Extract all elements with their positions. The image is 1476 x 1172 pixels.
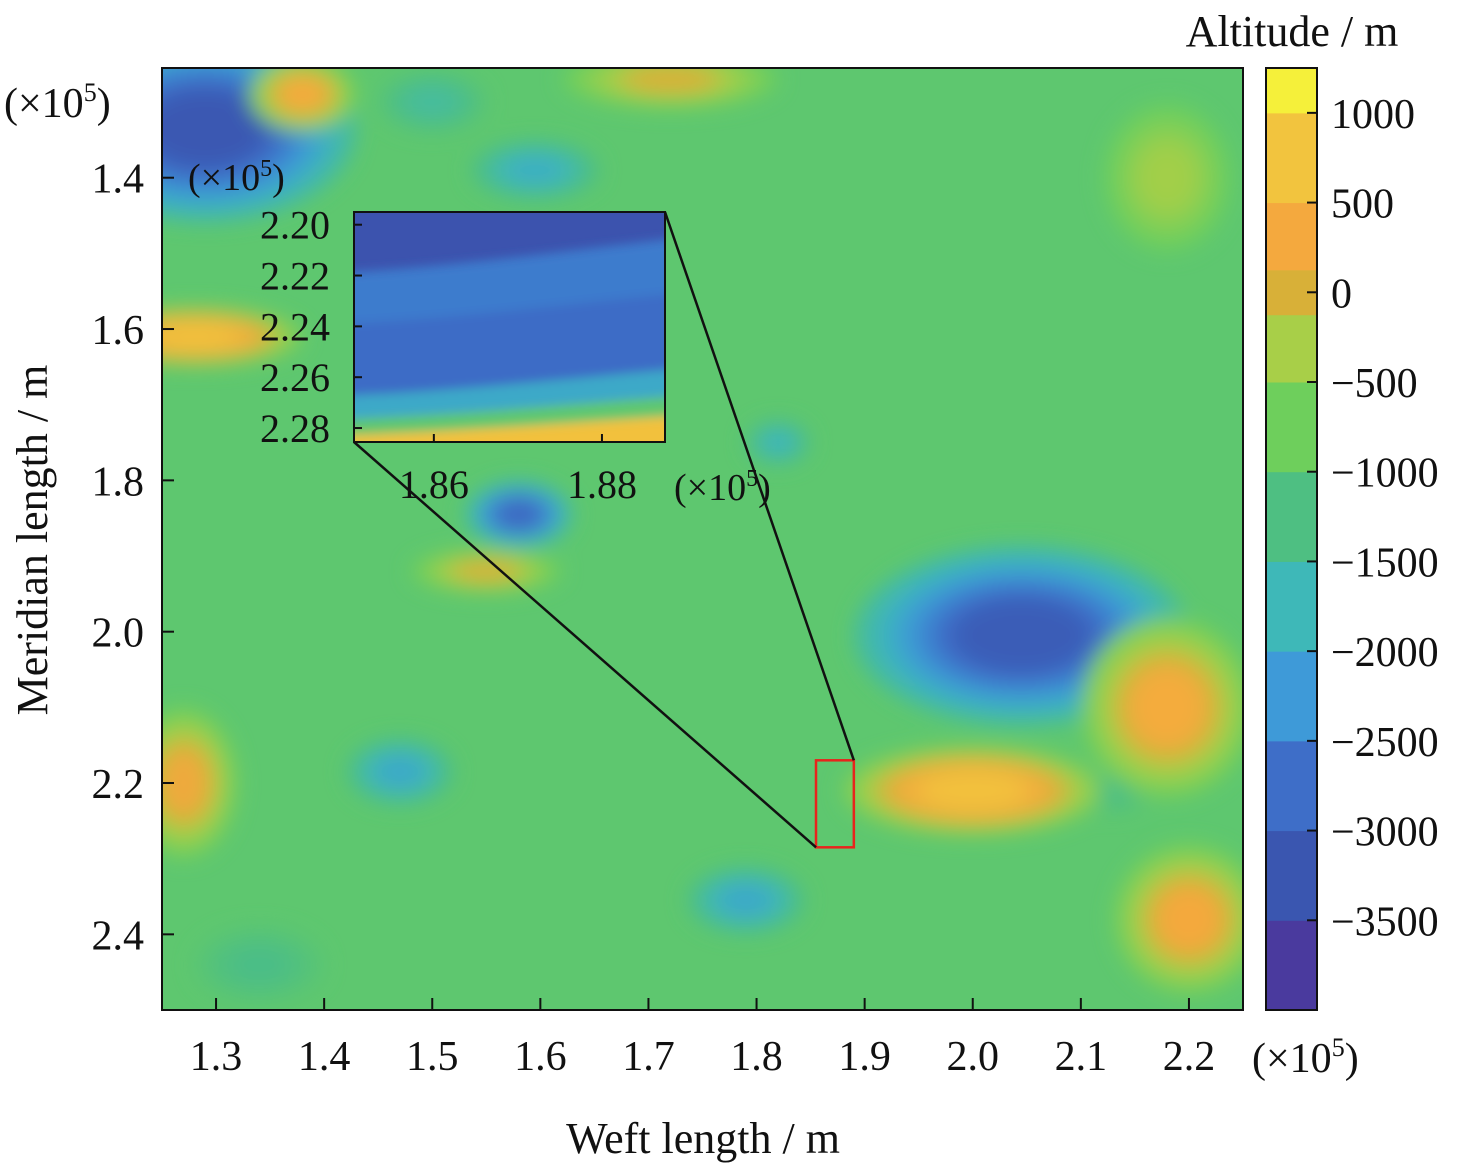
terrain-feature bbox=[497, 500, 541, 529]
colorbar-tick-label: 500 bbox=[1331, 182, 1394, 228]
inset-y-tick-label: 2.28 bbox=[260, 406, 330, 451]
terrain-feature bbox=[456, 562, 517, 581]
y-tick-label: 2.4 bbox=[92, 913, 145, 959]
inset-y-tick-label: 2.20 bbox=[260, 203, 330, 248]
inset-y-tick-label: 2.22 bbox=[260, 254, 330, 299]
inset-x-tick-label: 1.88 bbox=[567, 462, 637, 507]
colorbar-swatch bbox=[1266, 920, 1317, 1011]
colorbar-tick-label: −3000 bbox=[1331, 810, 1439, 856]
inset-x-multiplier: (×105) bbox=[674, 466, 771, 509]
y-tick-label: 1.6 bbox=[92, 308, 145, 354]
x-tick-label: 1.7 bbox=[622, 1034, 675, 1080]
zoom-connector-line bbox=[663, 211, 856, 761]
inset-zoom: 1.86 1.88 2.20 2.22 2.24 2.26 2.28 bbox=[260, 203, 666, 507]
terrain-feature bbox=[626, 68, 714, 92]
colorbar-swatch bbox=[1266, 561, 1317, 652]
colorbar-swatch bbox=[1266, 651, 1317, 742]
inset-ticks: 1.86 1.88 2.20 2.22 2.24 2.26 2.28 bbox=[260, 203, 637, 507]
zoom-highlight-box bbox=[814, 759, 856, 849]
terrain-feature bbox=[1158, 888, 1220, 950]
heatmap-background bbox=[162, 68, 1243, 1010]
colorbar-tick-label: −3500 bbox=[1331, 899, 1439, 945]
terrain-feature bbox=[509, 158, 561, 183]
inset-y-tick-label: 2.24 bbox=[260, 304, 330, 349]
plot-frame bbox=[161, 67, 1244, 1011]
x-tick-label: 1.6 bbox=[514, 1034, 567, 1080]
inset-x-tick-label: 1.86 bbox=[399, 462, 469, 507]
colorbar-swatch bbox=[1266, 382, 1317, 473]
colorbar-tick-label: −500 bbox=[1331, 361, 1418, 407]
terrain-feature bbox=[1098, 781, 1129, 800]
inset-altitude-band bbox=[354, 416, 665, 442]
colorbar-tick-label: 0 bbox=[1331, 271, 1352, 317]
terrain-feature bbox=[162, 752, 206, 814]
terrain-feature bbox=[410, 89, 454, 115]
colorbar-swatch bbox=[1266, 740, 1317, 832]
x-tick-label: 2.0 bbox=[947, 1034, 1000, 1080]
colorbar-title: Altitude / m bbox=[1186, 7, 1399, 56]
x-tick-label: 1.8 bbox=[730, 1034, 783, 1080]
heatmap-area bbox=[162, 68, 1243, 1010]
terrain-feature bbox=[162, 324, 238, 349]
inset-y-tick-label: 2.26 bbox=[260, 355, 330, 400]
inset-heatmap-area bbox=[354, 212, 665, 442]
terrain-feature bbox=[378, 758, 422, 786]
terrain-feature bbox=[233, 949, 286, 980]
terrain-feature bbox=[1132, 671, 1202, 744]
colorbar-swatch bbox=[1266, 112, 1317, 204]
terrain-feature bbox=[920, 772, 1025, 809]
y-multiplier: (×105) bbox=[4, 78, 111, 127]
colorbar-tick-label: −1500 bbox=[1331, 540, 1439, 586]
colorbar: 1000 500 0 −500 −1000 −1500 −2000 −2500 −3000 −35… bbox=[1265, 67, 1439, 1011]
zoom-connector-group bbox=[353, 211, 856, 849]
x-tick-label: 2.2 bbox=[1163, 1034, 1216, 1080]
colorbar-tick-label: −2000 bbox=[1331, 630, 1439, 676]
colorbar-swatch bbox=[1266, 471, 1317, 562]
terrain-feature bbox=[721, 886, 770, 914]
x-tick-label: 2.1 bbox=[1055, 1034, 1108, 1080]
terrain-feature bbox=[954, 599, 1089, 672]
colorbar-swatch bbox=[1266, 314, 1317, 383]
y-tick-label: 1.4 bbox=[92, 157, 145, 203]
y-axis-label: Meridian length / m bbox=[8, 365, 57, 716]
colorbar-frame bbox=[1265, 67, 1318, 1011]
x-axis-label: Weft length / m bbox=[566, 1114, 840, 1163]
colorbar-swatch bbox=[1266, 202, 1317, 271]
y-tick-label: 1.8 bbox=[92, 459, 145, 505]
x-multiplier: (×105) bbox=[1252, 1033, 1359, 1082]
axes: 1.3 1.4 1.5 1.6 1.7 1.8 1.9 2.0 2.1 2.2 1.4 1.6 1.8 2… bbox=[92, 157, 1216, 1080]
colorbar-swatch bbox=[1266, 830, 1317, 921]
terrain-feature bbox=[162, 90, 266, 167]
inset-y-multiplier: (×105) bbox=[188, 156, 285, 199]
y-tick-label: 2.0 bbox=[92, 611, 145, 657]
colorbar-tick-label: 1000 bbox=[1331, 92, 1415, 138]
x-tick-label: 1.4 bbox=[298, 1034, 351, 1080]
terrain-feature bbox=[1141, 147, 1194, 208]
terrain-feature bbox=[280, 79, 325, 110]
x-tick-label: 1.5 bbox=[406, 1034, 459, 1080]
colorbar-tick-label: −2500 bbox=[1331, 720, 1439, 766]
colorbar-swatch bbox=[1266, 68, 1317, 114]
y-tick-label: 2.2 bbox=[92, 762, 145, 808]
colorbar-tick-label: −1000 bbox=[1331, 451, 1439, 497]
x-tick-label: 1.9 bbox=[838, 1034, 891, 1080]
x-tick-label: 1.3 bbox=[190, 1034, 243, 1080]
zoom-connector-line bbox=[353, 441, 817, 849]
terrain-feature bbox=[765, 433, 792, 452]
